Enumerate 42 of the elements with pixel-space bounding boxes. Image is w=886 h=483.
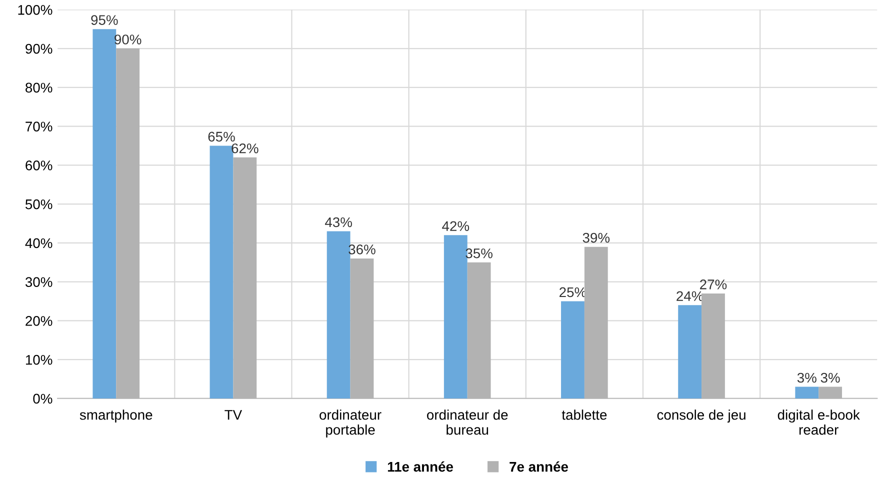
y-tick-label: 90% [26, 44, 52, 54]
bar [210, 146, 234, 398]
x-tick-label: ordinateur portable [320, 410, 382, 438]
bar [702, 293, 725, 398]
bar [92, 29, 116, 398]
bar [467, 262, 491, 398]
data-label: 27% [700, 280, 727, 290]
bar [678, 305, 702, 398]
legend-label: 7e année [510, 461, 568, 472]
x-tick-label: console de jeu [657, 410, 746, 423]
y-tick-label: 70% [26, 122, 52, 132]
y-tick-label: 40% [25, 238, 52, 248]
y-tick-label: 20% [26, 316, 52, 326]
x-tick-label: smartphone [80, 410, 152, 423]
data-label: 3% [797, 372, 816, 383]
data-label: 95% [91, 15, 118, 25]
y-tick-label: 100% [18, 4, 52, 15]
data-label: 43% [325, 217, 352, 228]
y-tick-label: 10% [26, 354, 52, 365]
legend-label: 11e année [388, 461, 454, 472]
data-label: 39% [582, 232, 610, 243]
data-label: 3% [820, 372, 840, 383]
x-tick-label: tablette [562, 410, 607, 420]
bar [818, 386, 842, 398]
bar [444, 235, 468, 398]
bar [233, 157, 257, 398]
bar [350, 258, 374, 398]
y-tick-label: 0% [33, 394, 52, 404]
data-label: 65% [208, 132, 235, 142]
y-tick-label: 80% [26, 82, 52, 93]
bar [561, 301, 584, 398]
y-tick-label: 30% [25, 277, 52, 287]
bar [326, 231, 350, 398]
y-tick-label: 60% [26, 160, 52, 170]
bar [584, 246, 608, 398]
x-tick-label: digital e-book reader [778, 410, 860, 435]
bar [116, 48, 140, 398]
data-label: 42% [442, 221, 470, 231]
bar [795, 386, 819, 398]
y-tick-label: 50% [25, 199, 52, 210]
x-tick-label: ordinateur de bureau [427, 410, 508, 435]
x-tick-label: TV [224, 410, 242, 420]
